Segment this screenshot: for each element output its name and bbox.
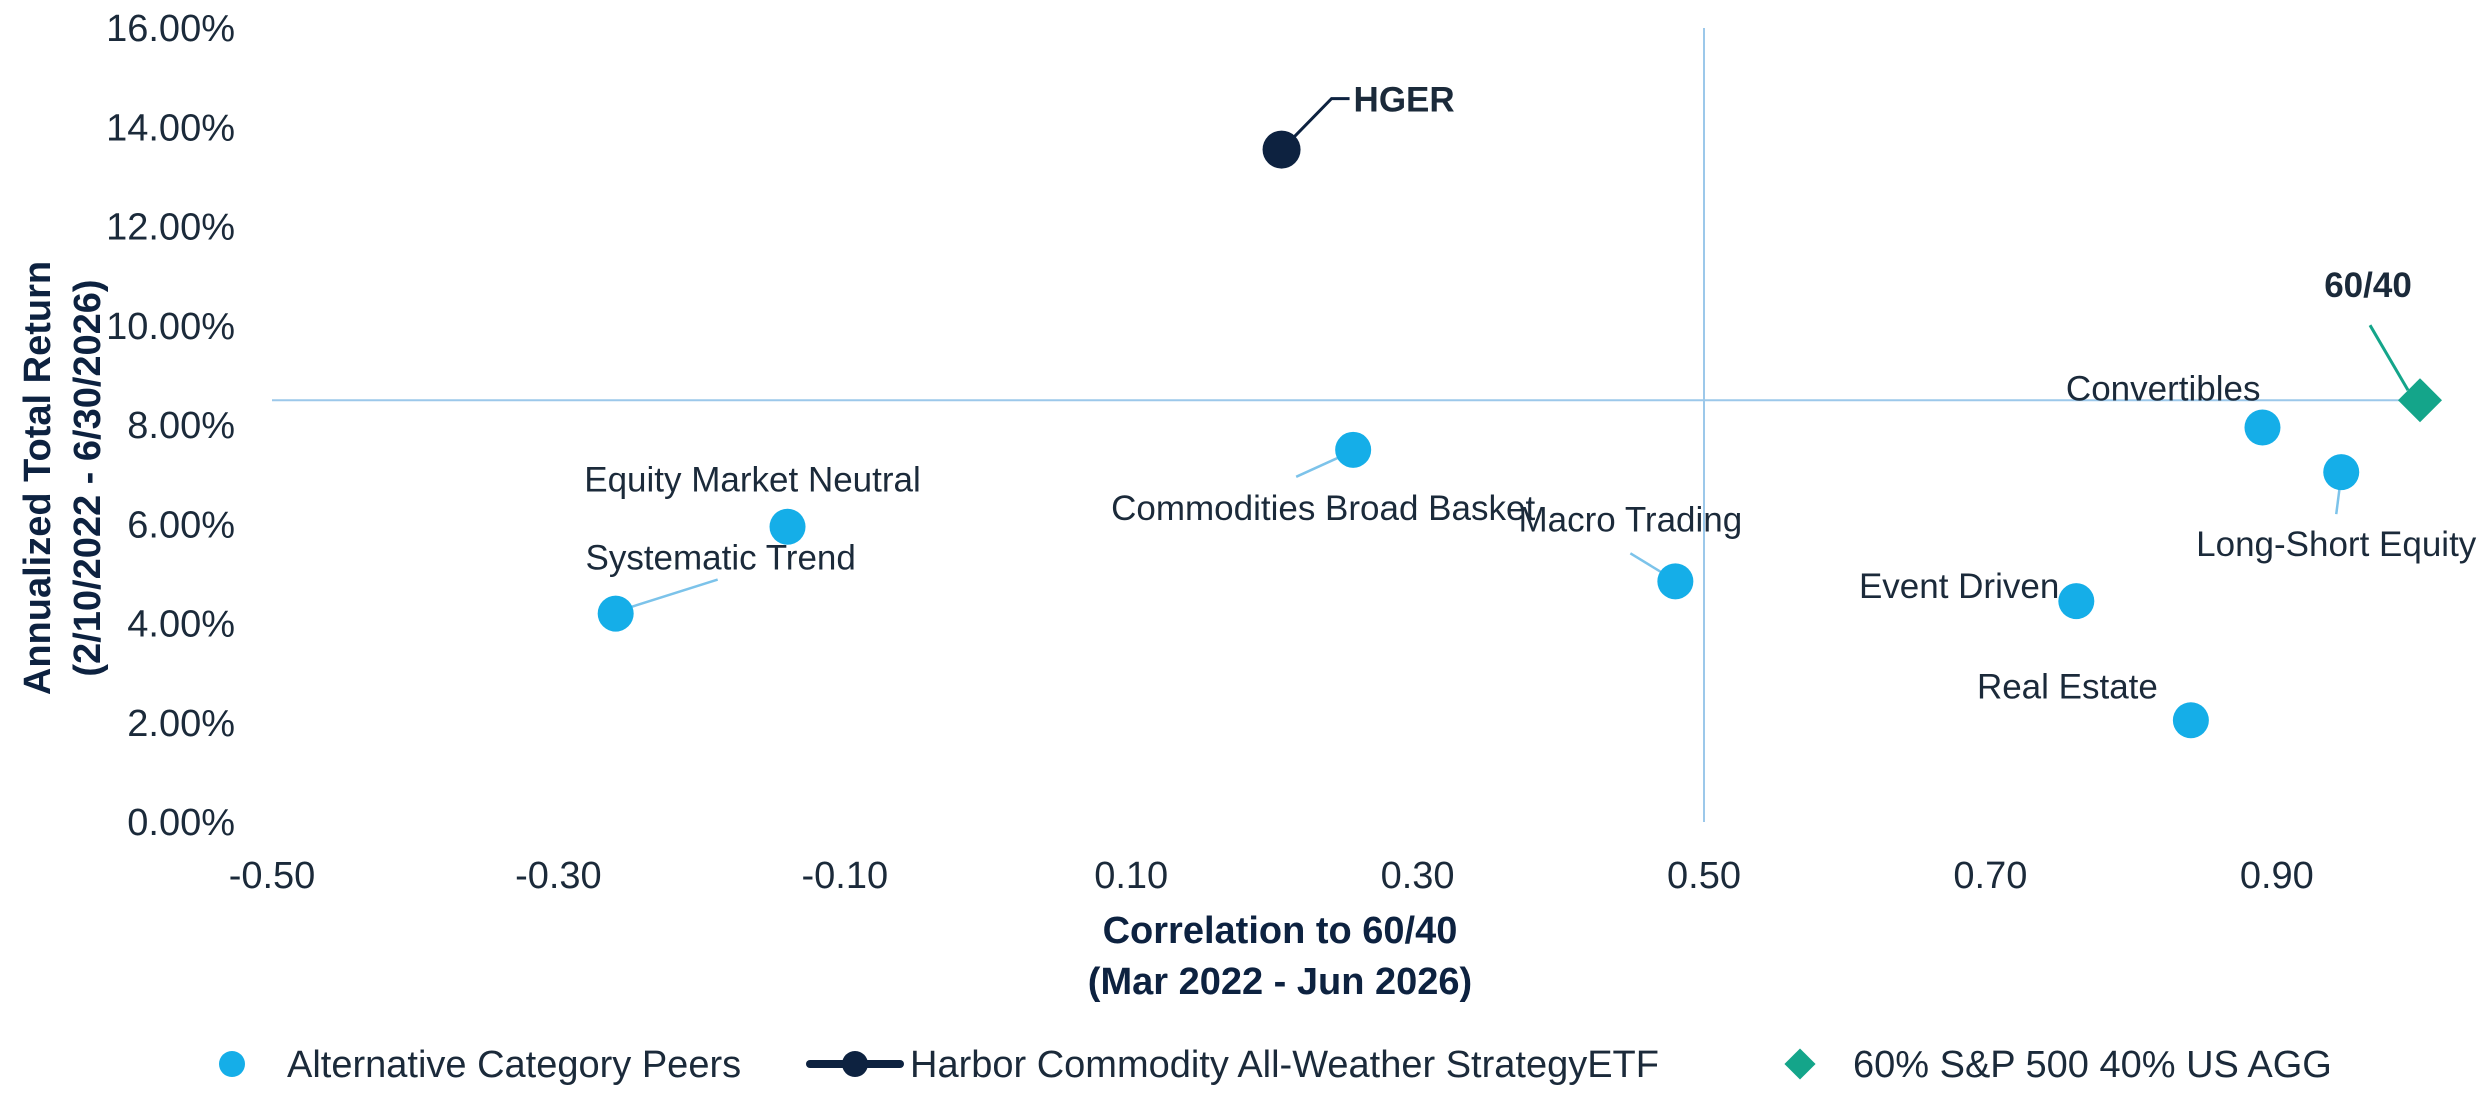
x-axis-ticks: -0.50 -0.30 -0.10 0.10 0.30 0.50 0.70 0.90 — [229, 855, 2314, 897]
point-labels: Equity Market Neutral Systematic Trend Com… — [584, 81, 2477, 707]
y-tick-label: 4.00% — [127, 604, 235, 646]
label-convertibles: Convertibles — [2066, 369, 2261, 408]
label-macro-trading: Macro Trading — [1519, 500, 1743, 539]
y-tick-label: 2.00% — [127, 703, 235, 745]
point-hger — [1262, 130, 1301, 169]
x-tick-label: -0.10 — [801, 855, 888, 897]
label-systematic-trend: Systematic Trend — [585, 539, 855, 578]
point-commodities-broad-basket — [1335, 431, 1372, 468]
legend-label-hger: Harbor Commodity All-Weather StrategyETF — [910, 1044, 1659, 1086]
x-tick-label: 0.90 — [2240, 855, 2314, 897]
x-tick-label: -0.50 — [229, 855, 316, 897]
legend-label-peers: Alternative Category Peers — [287, 1044, 741, 1086]
point-long-short-equity — [2323, 454, 2360, 491]
connector-60-40 — [2368, 324, 2410, 391]
label-connectors — [619, 97, 2410, 612]
y-axis-ticks: 0.00% 2.00% 4.00% 6.00% 8.00% 10.00% 12.00% 14.… — [106, 8, 235, 844]
reference-lines — [272, 28, 2420, 822]
data-points — [597, 130, 2442, 739]
legend-marker-peers — [219, 1051, 245, 1077]
y-tick-label: 8.00% — [127, 405, 235, 447]
label-60-40: 60/40 — [2324, 266, 2412, 305]
y-tick-label: 14.00% — [106, 107, 235, 149]
y-tick-label: 10.00% — [106, 306, 235, 348]
y-tick-label: 6.00% — [127, 504, 235, 546]
legend-marker-6040 — [1784, 1048, 1816, 1080]
x-tick-label: 0.70 — [1953, 855, 2027, 897]
x-axis-title-line1: Correlation to 60/40 — [1103, 910, 1458, 952]
point-event-driven — [2058, 583, 2095, 620]
legend: Alternative Category Peers Harbor Commod… — [219, 1044, 2332, 1086]
point-60-40 — [2398, 378, 2442, 423]
label-equity-market-neutral: Equity Market Neutral — [584, 461, 921, 500]
y-tick-label: 16.00% — [106, 8, 235, 50]
x-tick-label: 0.30 — [1381, 855, 1455, 897]
point-real-estate — [2172, 702, 2209, 739]
y-axis-title-line1: Annualized Total Return — [17, 261, 59, 695]
label-event-driven: Event Driven — [1859, 567, 2059, 606]
y-axis-title-line2: (2/10/2022 - 6/30/2026) — [67, 279, 109, 676]
y-tick-label: 12.00% — [106, 207, 235, 249]
connector-systematic-trend — [619, 578, 719, 612]
point-systematic-trend — [597, 595, 634, 632]
label-hger: HGER — [1354, 81, 1455, 120]
label-long-short-equity: Long-Short Equity — [2196, 525, 2477, 564]
x-tick-label: 0.50 — [1667, 855, 1741, 897]
y-tick-label: 0.00% — [127, 802, 235, 844]
x-tick-label: 0.10 — [1094, 855, 1168, 897]
x-tick-label: -0.30 — [515, 855, 602, 897]
point-convertibles — [2244, 409, 2281, 446]
label-real-estate: Real Estate — [1977, 667, 2158, 706]
point-macro-trading — [1657, 563, 1694, 600]
legend-label-6040: 60% S&P 500 40% US AGG — [1853, 1044, 2332, 1086]
x-axis-title-line2: (Mar 2022 - Jun 2026) — [1088, 961, 1472, 1003]
point-equity-market-neutral — [769, 508, 806, 545]
legend-marker-hger — [842, 1051, 868, 1077]
label-commodities-broad-basket: Commodities Broad Basket — [1111, 489, 1535, 528]
connector-hger — [1289, 97, 1350, 142]
